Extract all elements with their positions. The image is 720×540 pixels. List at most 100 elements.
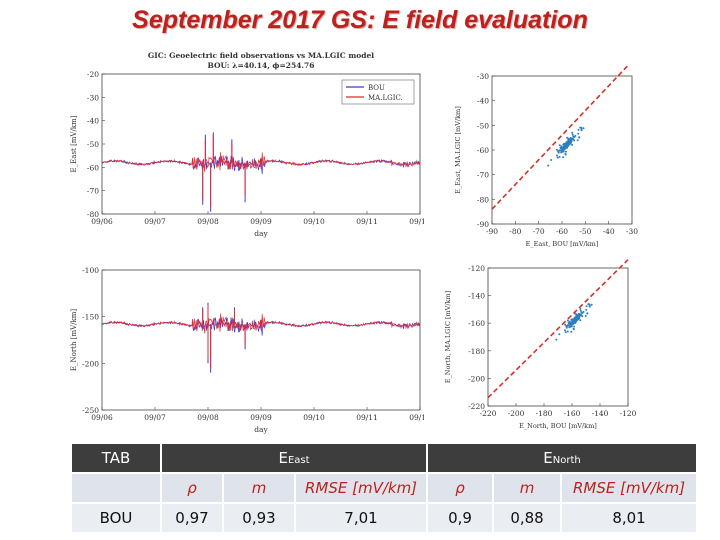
- scatter-point: [568, 320, 571, 323]
- scatter-point: [586, 312, 589, 315]
- x-tick-label: -180: [536, 409, 553, 418]
- header-rmse-east: RMSE [mV/km]: [293, 472, 429, 504]
- fit-line: [491, 66, 629, 210]
- x-tick-label: -40: [603, 227, 615, 236]
- value-rmse-north: 8,01: [560, 502, 699, 534]
- empty-cell: [70, 472, 162, 504]
- scatter-point: [565, 145, 567, 148]
- scatter-point: [578, 316, 581, 319]
- scatter-point: [572, 328, 575, 331]
- x-axis-label: E_East, BOU [mV/km]: [526, 240, 599, 248]
- x-tick-label: -80: [509, 227, 521, 236]
- scatter-point: [573, 325, 576, 328]
- scatter-point: [557, 151, 560, 154]
- y-tick-label: -150: [82, 313, 99, 322]
- scatter-point: [571, 143, 574, 146]
- value-rho-north: 0,9: [426, 502, 495, 534]
- legend-label: MA.LGIC.: [368, 94, 403, 102]
- x-tick-label: 09/07: [144, 413, 166, 422]
- scatter-point: [573, 139, 576, 142]
- header-rmse-north: RMSE [mV/km]: [560, 472, 699, 504]
- scatter-point: [566, 319, 569, 322]
- scatter-point: [573, 317, 576, 320]
- x-axis-label: day: [254, 425, 268, 434]
- east-group-header: EEast: [159, 442, 429, 474]
- scatter-point: [579, 319, 582, 322]
- table-metric-row: ρ m RMSE [mV/km] ρ m RMSE [mV/km]: [70, 472, 699, 504]
- scatter-point: [573, 321, 576, 324]
- x-tick-label: 09/06: [91, 413, 113, 422]
- y-tick-label: -180: [468, 347, 485, 356]
- scatter-point: [580, 126, 583, 129]
- scatter-point: [567, 138, 570, 141]
- table-row: BOU 0,97 0,93 7,01 0,9 0,88 8,01: [70, 502, 699, 534]
- scatter-point: [577, 128, 580, 131]
- legend-box: [341, 79, 415, 105]
- tab-label: TAB: [70, 442, 162, 474]
- scatter-point: [555, 338, 558, 341]
- y-tick-label: -60: [87, 163, 99, 172]
- east-scatter-chart: -90 -80 -70 -60 -50 -40 -30 -30 -40 -50 -60 -70 -80 -…: [454, 66, 638, 248]
- series-line-1: [101, 152, 421, 172]
- y-tick-label: -80: [477, 195, 489, 204]
- scatter-point: [590, 303, 593, 306]
- plot-frame: [101, 269, 421, 411]
- value-m-north: 0,88: [492, 502, 563, 534]
- scatter-point: [566, 330, 569, 333]
- scatter-point: [577, 132, 580, 135]
- scatter-point: [575, 314, 578, 317]
- scatter-point: [579, 309, 582, 312]
- scatter-point: [570, 140, 572, 143]
- scatter-point: [571, 133, 574, 136]
- x-tick-label: 09/10: [303, 217, 325, 226]
- scatter-point: [555, 154, 558, 157]
- x-tick-label: 09/12: [409, 413, 424, 422]
- x-tick-label: -70: [533, 227, 545, 236]
- x-tick-label: 09/11: [356, 217, 378, 226]
- y-tick-label: -70: [477, 171, 489, 180]
- fit-line: [487, 259, 629, 399]
- x-tick-label: 09/09: [250, 217, 272, 226]
- y-tick-label: -40: [477, 97, 489, 106]
- x-axis-label: E_North, BOU [mV/km]: [519, 422, 597, 430]
- east-timeseries-chart: GIC: Geoelectric field observations vs M…: [70, 51, 424, 238]
- north-group-header: ENorth: [426, 442, 699, 474]
- y-tick-label: -200: [82, 359, 99, 368]
- scatter-point: [573, 136, 576, 138]
- north-timeseries-chart: 09/06 09/07 09/08 09/09 09/10 09/11 09/12 -100 -…: [70, 266, 424, 434]
- scatter-point: [566, 136, 569, 139]
- scatter-point: [559, 147, 562, 150]
- x-tick-label: 09/11: [356, 413, 378, 422]
- scatter-point: [558, 333, 561, 336]
- y-tick-label: -20: [87, 70, 99, 79]
- y-tick-label: -220: [468, 402, 485, 411]
- header-m-north: m: [492, 472, 563, 504]
- statistics-table: TAB EEast ENorth ρ m RMSE [mV/km] ρ m RM…: [70, 442, 699, 534]
- x-tick-label: -90: [486, 227, 498, 236]
- y-tick-label: -70: [87, 187, 99, 196]
- scatter-point: [581, 315, 584, 318]
- y-tick-label: -60: [477, 146, 489, 155]
- x-tick-label: -140: [592, 409, 609, 418]
- x-tick-label: -220: [480, 409, 497, 418]
- scatter-point: [556, 156, 559, 159]
- scatter-point: [562, 150, 565, 153]
- x-tick-label: 09/12: [409, 217, 424, 226]
- scatter-point: [570, 318, 573, 321]
- north-scatter-chart: -220 -200 -180 -160 -140 -120 -120 -140 -160 -180…: [444, 259, 637, 430]
- station-label: BOU: [70, 502, 162, 534]
- slide-title: September 2017 GS: E field evaluation: [132, 6, 588, 34]
- scatter-point: [567, 142, 570, 145]
- scatter-point: [572, 138, 575, 141]
- scatter-point: [579, 307, 582, 310]
- table-header-row: TAB EEast ENorth: [70, 442, 699, 474]
- scatter-point: [582, 127, 585, 130]
- value-m-east: 0,93: [222, 502, 296, 534]
- scatter-point: [578, 313, 581, 316]
- x-axis-label: day: [254, 229, 268, 238]
- x-tick-label: 09/07: [144, 217, 166, 226]
- y-tick-label: -160: [468, 319, 485, 328]
- y-tick-label: -90: [477, 220, 489, 229]
- y-axis-label: E_East [mV/km]: [70, 115, 78, 172]
- legend-label: BOU: [368, 84, 385, 92]
